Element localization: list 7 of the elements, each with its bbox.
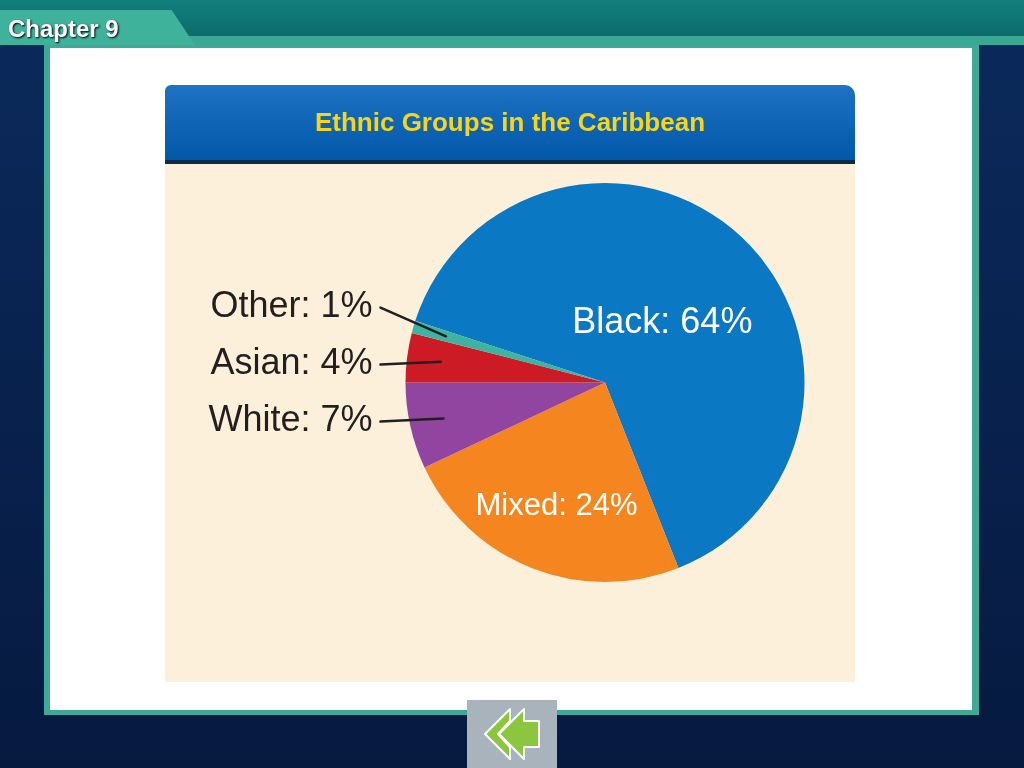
slice-label: White: 7% [208, 396, 373, 441]
slice-label: Mixed: 24% [475, 485, 638, 524]
text: Chapter 9 [8, 14, 119, 44]
slice-label: Black: 64% [572, 299, 753, 344]
slice-label: Asian: 4% [210, 339, 373, 384]
slice-label: Other: 1% [210, 282, 373, 327]
chart-title: Ethnic Groups in the Caribbean [314, 107, 706, 138]
